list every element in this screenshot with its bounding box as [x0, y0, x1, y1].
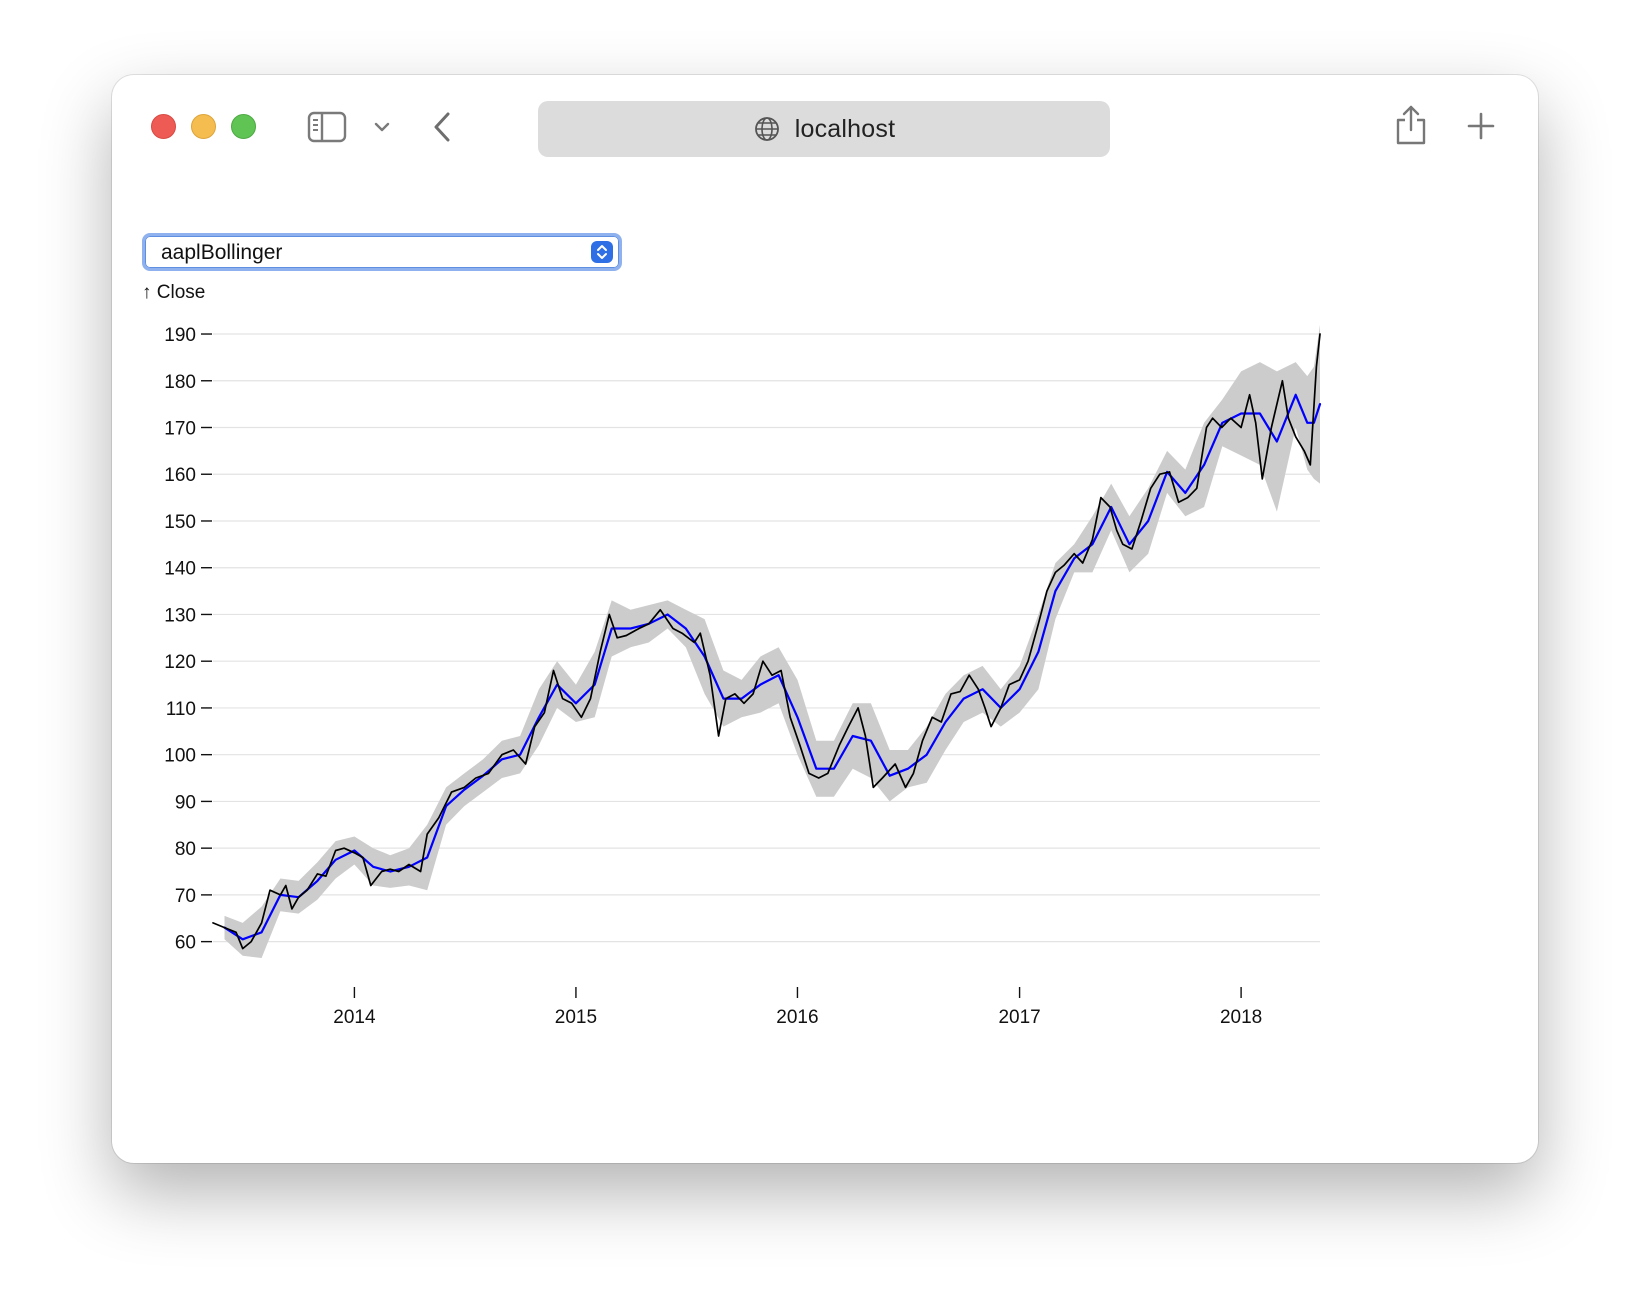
globe-icon — [753, 115, 781, 143]
y-tick-label: 80 — [175, 839, 196, 860]
y-axis: 60 70 80 90 100 110 120 130 140 150 160 170 180 190 — [164, 325, 212, 954]
chart-selector-dropdown[interactable]: aaplBollinger — [142, 233, 622, 271]
updown-chevron-icon — [591, 241, 613, 263]
average-path — [223, 393, 1322, 941]
y-axis-label: ↑ Close — [142, 282, 205, 303]
bollinger-chart: 60 70 80 90 100 110 120 130 140 150 160 170 180 190 2… — [142, 282, 1322, 1028]
close-price-line — [212, 333, 1321, 950]
band-area — [224, 324, 1320, 958]
y-tick-label: 120 — [164, 652, 196, 673]
y-tick-label: 180 — [164, 372, 196, 393]
y-tick-label: 110 — [166, 699, 196, 720]
y-tick-label: 190 — [164, 325, 196, 346]
share-icon[interactable] — [1392, 103, 1430, 147]
x-tick-label: 2017 — [998, 1007, 1040, 1028]
minimize-window-button[interactable] — [191, 114, 216, 139]
y-tick-label: 100 — [164, 746, 196, 767]
address-text: localhost — [794, 114, 896, 143]
y-tick-label: 130 — [164, 605, 196, 626]
y-tick-label: 160 — [164, 465, 196, 486]
moving-average-line — [223, 393, 1322, 941]
browser-toolbar: localhost — [112, 75, 1538, 185]
browser-window: localhost aaplBollinger — [112, 75, 1538, 1163]
chart-selector-value: aaplBollinger — [161, 241, 283, 264]
grid-lines — [213, 333, 1320, 943]
zoom-window-button[interactable] — [231, 114, 256, 139]
x-tick-label: 2014 — [333, 1007, 376, 1028]
close-window-button[interactable] — [151, 114, 176, 139]
x-tick-label: 2018 — [1220, 1007, 1262, 1028]
sidebar-icon[interactable] — [306, 110, 348, 144]
address-bar[interactable]: localhost — [538, 101, 1110, 157]
chevron-down-icon[interactable] — [370, 113, 394, 141]
close-path — [212, 333, 1321, 950]
back-arrow-icon[interactable] — [427, 107, 457, 147]
y-tick-label: 90 — [175, 792, 196, 813]
x-tick-label: 2015 — [555, 1007, 597, 1028]
x-axis: 2014 2015 2016 2017 2018 — [333, 987, 1262, 1028]
bollinger-band — [224, 324, 1320, 958]
x-tick-label: 2016 — [776, 1007, 818, 1028]
y-tick-label: 150 — [164, 512, 196, 533]
y-tick-label: 140 — [164, 559, 196, 580]
y-tick-label: 60 — [175, 933, 196, 954]
plus-icon[interactable] — [1462, 107, 1500, 145]
y-tick-label: 70 — [175, 886, 196, 907]
y-tick-label: 170 — [164, 419, 196, 440]
